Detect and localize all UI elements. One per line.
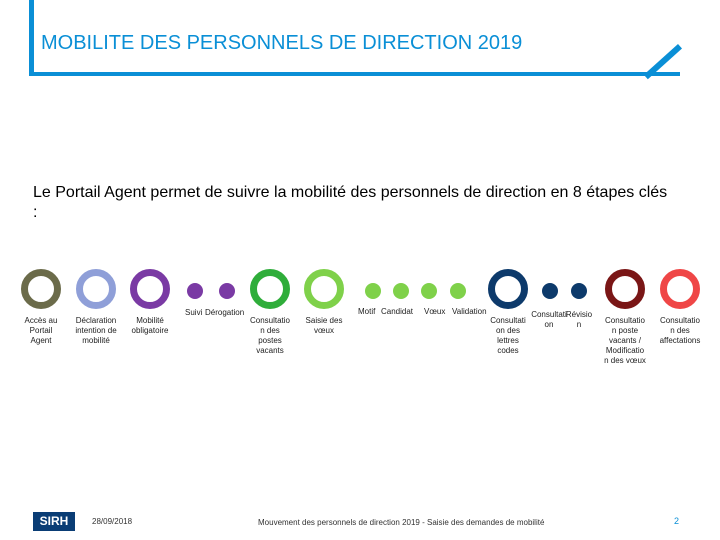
label-line: Déclaration (75, 316, 117, 325)
label-line: postes (258, 336, 282, 345)
label-line: Consultatio (659, 316, 701, 325)
step-consultation-modif-ring (605, 269, 645, 309)
footer-date: 28/09/2018 (92, 517, 133, 526)
step-consultation-lettres-label: Consultati on des lettres codes (482, 316, 534, 356)
label-line: intention de (75, 326, 117, 335)
intro-text: Le Portail Agent permet de suivre la mob… (33, 184, 668, 221)
sirh-logo: SIRH (33, 512, 75, 531)
label-line: Saisie des (305, 316, 343, 325)
label-line: n poste (611, 326, 639, 335)
step-consultation-lettres-ring (488, 269, 528, 309)
label-line: Modificatio (605, 346, 645, 355)
page-title: MOBILITE DES PERSONNELS DE DIRECTION 201… (41, 32, 523, 54)
label-line: n des (260, 326, 280, 335)
step-consultation-affect-label: Consultatio n des affectations (654, 316, 706, 346)
step-declaration-label: Déclaration intention de mobilité (66, 316, 126, 346)
step-saisie-ring (304, 269, 344, 309)
candidat-dot (393, 283, 409, 299)
revision-dot (571, 283, 587, 299)
label-line: n (576, 320, 582, 329)
revision-dot-label: Révisio n (562, 310, 596, 330)
label-line: Mobilité (136, 316, 164, 325)
candidat-label: Candidat (381, 307, 414, 316)
header-frame-bottom (29, 72, 680, 76)
voeux-label: Vœux (424, 307, 446, 316)
step-saisie-label: Saisie des vœux (296, 316, 352, 336)
motif-dot (365, 283, 381, 299)
validation-label: Validation (452, 307, 487, 316)
derogation-label: Dérogation (205, 308, 245, 317)
label-line: Portail (29, 326, 53, 335)
label-line: mobilité (82, 336, 110, 345)
label-line: Agent (30, 336, 52, 345)
label-line: codes (497, 346, 519, 355)
label-line: n des vœux (604, 356, 646, 365)
label-line: Accès au (24, 316, 58, 325)
label-line: n des (670, 326, 690, 335)
label-line: on (544, 320, 554, 329)
voeux-dot (421, 283, 437, 299)
label-line: vacants (256, 346, 284, 355)
validation-dot (450, 283, 466, 299)
label-line: vœux (314, 326, 334, 335)
footer-caption: Mouvement des personnels de direction 20… (258, 518, 545, 527)
step-mobilite-ring (130, 269, 170, 309)
label-line: Consultatio (604, 316, 646, 325)
label-line: Consultati (490, 316, 526, 325)
suivi-dot (187, 283, 203, 299)
header-frame-left (29, 0, 34, 74)
label-line: lettres (497, 336, 519, 345)
label-line: affectations (659, 336, 701, 345)
step-acces-label: Accès au Portail Agent (21, 316, 61, 346)
step-consultation-postes-ring (250, 269, 290, 309)
step-acces-ring (21, 269, 61, 309)
label-line: on des (495, 326, 521, 335)
label-line: obligatoire (131, 326, 169, 335)
motif-label: Motif (358, 307, 376, 316)
page-number: 2 (674, 516, 680, 526)
step-consultation-modif-label: Consultatio n poste vacants / Modificati… (596, 316, 654, 366)
label-line: Consultati (531, 310, 567, 319)
consultation-dot-label: Consultati on (528, 310, 570, 330)
step-consultation-affect-ring (660, 269, 700, 309)
label-line: vacants / (608, 336, 641, 345)
label-line: Consultatio (249, 316, 291, 325)
derogation-dot (219, 283, 235, 299)
consultation-dot (542, 283, 558, 299)
step-mobilite-label: Mobilité obligatoire (124, 316, 176, 336)
suivi-label: Suivi (185, 308, 203, 317)
label-line: Révisio (565, 310, 593, 319)
step-consultation-postes-label: Consultatio n des postes vacants (240, 316, 300, 356)
step-declaration-ring (76, 269, 116, 309)
